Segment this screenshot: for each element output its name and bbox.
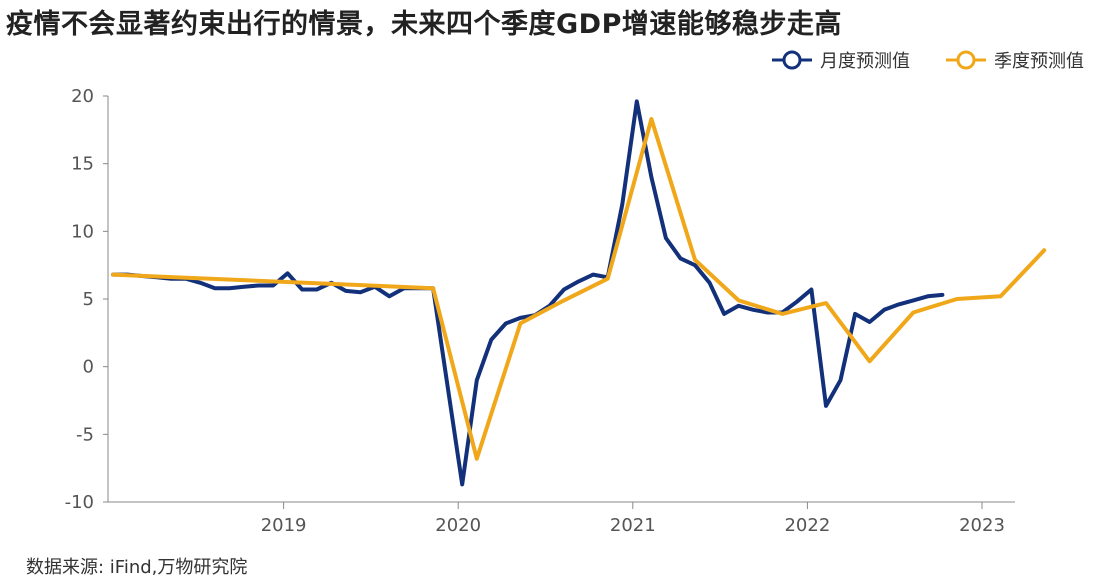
legend-quarterly-label: 季度预测值 [994,51,1084,72]
plot-area [111,99,1047,487]
y-tick-label: 0 [83,357,94,378]
x-tick-label: 2020 [435,515,481,536]
chart-title: 疫情不会显著约束出行的情景，未来四个季度GDP增速能够稳步走高 [6,9,842,40]
legend-quarterly-marker [956,50,976,70]
x-tick-label: 2022 [784,515,830,536]
y-tick-label: -5 [76,424,94,445]
y-tick-label: 20 [71,86,94,107]
y-tick-label: -10 [65,492,94,513]
series-line-monthly [111,99,945,487]
x-tick-label: 2019 [261,515,307,536]
x-tick-label: 2021 [610,515,656,536]
legend-monthly-marker [782,50,802,70]
axes: -10 -5 0 5 10 15 20 2019 2020 2021 2022 2023 [65,86,1015,536]
y-tick-label: 5 [83,289,94,310]
legend-monthly-label: 月度预测值 [820,51,910,72]
x-tick-label: 2023 [959,515,1005,536]
y-tick-label: 10 [71,221,94,242]
legend: 月度预测值 季度预测值 [772,50,1084,72]
data-source-note: 数据来源: iFind,万物研究院 [26,557,248,578]
y-tick-label: 15 [71,154,94,175]
series-line-quarterly [111,117,1047,461]
